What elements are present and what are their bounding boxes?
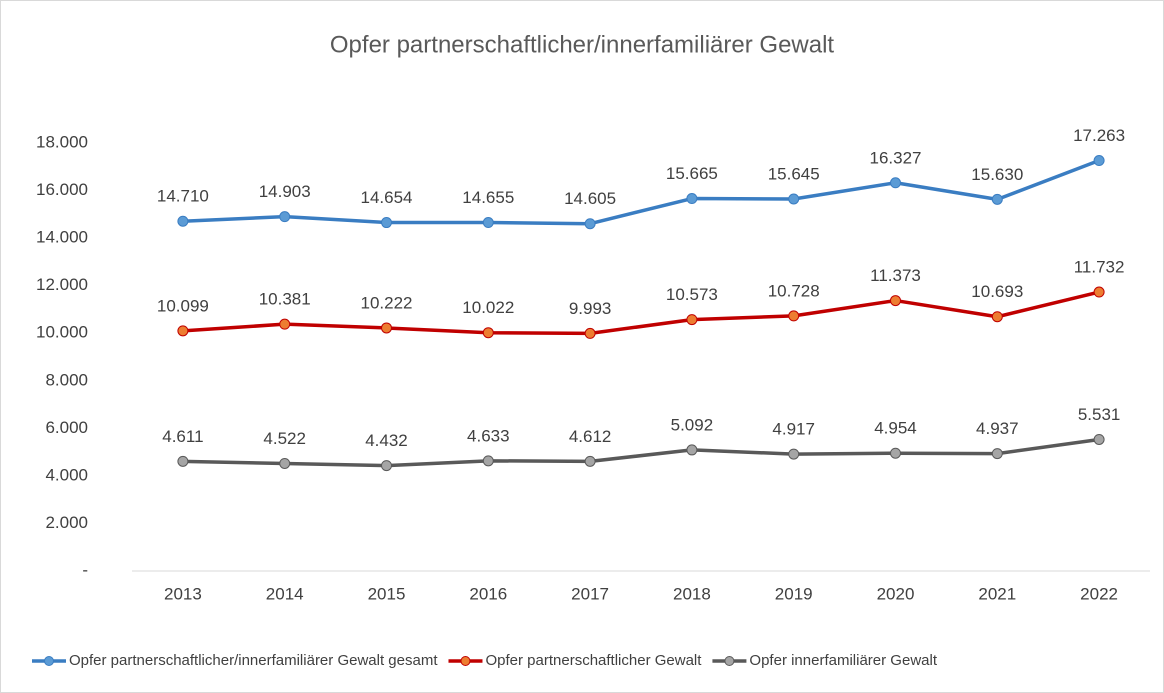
- data-point: [890, 295, 901, 307]
- data-label: 9.993: [569, 299, 612, 318]
- data-label: 4.954: [874, 419, 917, 438]
- data-label: 14.605: [564, 189, 616, 208]
- y-tick-label: 18.000: [36, 132, 88, 151]
- data-point: [584, 455, 596, 467]
- data-point: [1093, 286, 1105, 298]
- data-label: 14.654: [361, 188, 413, 207]
- legend-marker: [724, 656, 735, 666]
- x-tick-label: 2016: [469, 584, 507, 603]
- data-label: 17.263: [1073, 126, 1125, 145]
- x-tick-label: 2021: [978, 584, 1016, 603]
- data-label: 11.373: [870, 266, 921, 285]
- data-point: [991, 311, 1003, 323]
- data-label: 10.381: [259, 290, 311, 309]
- legend-marker: [44, 656, 54, 666]
- data-point: [788, 310, 800, 322]
- x-tick-label: 2014: [266, 584, 304, 603]
- y-tick-label: 10.000: [36, 323, 88, 342]
- legend-label: Opfer innerfamiliärer Gewalt: [749, 652, 937, 669]
- legend-marker: [460, 656, 471, 666]
- y-tick-label: 14.000: [36, 228, 88, 247]
- data-label: 5.092: [671, 415, 714, 434]
- series-line: [182, 437, 1100, 468]
- data-point: [482, 455, 494, 467]
- data-point: [381, 322, 392, 334]
- data-point: [686, 193, 698, 205]
- data-point: [788, 193, 800, 205]
- data-label: 10.099: [157, 296, 209, 315]
- data-label: 10.573: [666, 285, 718, 304]
- data-label: 4.432: [365, 431, 408, 450]
- data-point: [279, 457, 291, 469]
- data-label: 10.728: [768, 281, 820, 300]
- data-label: 4.522: [263, 429, 306, 448]
- x-tick-label: 2017: [571, 584, 609, 603]
- data-label: 10.222: [361, 293, 413, 312]
- data-point: [177, 455, 189, 467]
- y-tick-label: 8.000: [45, 370, 88, 389]
- data-label: 14.655: [462, 188, 514, 207]
- x-tick-label: 2020: [877, 584, 915, 603]
- series-line: [182, 158, 1100, 226]
- data-point: [482, 327, 494, 339]
- data-point: [584, 327, 596, 339]
- data-point: [1093, 433, 1105, 445]
- data-point: [991, 448, 1003, 460]
- data-label: 14.710: [157, 187, 209, 206]
- data-point: [177, 325, 189, 337]
- data-point: [279, 211, 291, 223]
- data-point: [381, 460, 392, 472]
- y-tick-label: 2.000: [45, 513, 88, 532]
- x-tick-label: 2019: [775, 584, 813, 603]
- y-tick-label: 12.000: [36, 275, 88, 294]
- data-label: 4.633: [467, 426, 510, 445]
- data-point: [279, 318, 291, 330]
- data-point: [890, 177, 901, 189]
- x-tick-label: 2015: [368, 584, 406, 603]
- data-label: 4.611: [162, 427, 203, 446]
- data-point: [686, 314, 698, 326]
- data-label: 4.917: [772, 420, 815, 439]
- data-point: [991, 193, 1003, 205]
- x-tick-label: 2013: [164, 584, 202, 603]
- data-label: 15.665: [666, 164, 718, 183]
- data-label: 15.630: [971, 165, 1023, 184]
- data-label: 10.693: [971, 282, 1023, 301]
- y-tick-label: 4.000: [45, 465, 88, 484]
- data-point: [686, 444, 698, 456]
- data-label: 4.937: [976, 419, 1019, 438]
- data-label: 14.903: [259, 182, 311, 201]
- y-tick-label: 6.000: [45, 418, 88, 437]
- data-point: [584, 218, 596, 230]
- x-tick-label: 2022: [1080, 584, 1118, 603]
- y-tick-label: -: [82, 560, 88, 579]
- data-point: [890, 447, 901, 459]
- data-point: [482, 217, 494, 229]
- data-point: [177, 215, 189, 227]
- data-point: [788, 448, 800, 460]
- y-tick-label: 16.000: [36, 180, 88, 199]
- legend-label: Opfer partnerschaftlicher/innerfamiliäre…: [69, 652, 438, 669]
- data-label: 15.645: [768, 164, 820, 183]
- series-line: [182, 290, 1100, 336]
- data-label: 4.612: [569, 427, 612, 446]
- chart-title: Opfer partnerschaftlicher/innerfamiliäre…: [330, 31, 835, 58]
- data-label: 11.732: [1074, 258, 1125, 277]
- data-label: 5.531: [1078, 405, 1121, 424]
- data-label: 10.022: [462, 298, 514, 317]
- data-label: 16.327: [870, 148, 922, 167]
- legend-label: Opfer partnerschaftlicher Gewalt: [485, 652, 702, 669]
- data-point: [1093, 155, 1105, 167]
- x-tick-label: 2018: [673, 584, 711, 603]
- data-point: [381, 217, 392, 229]
